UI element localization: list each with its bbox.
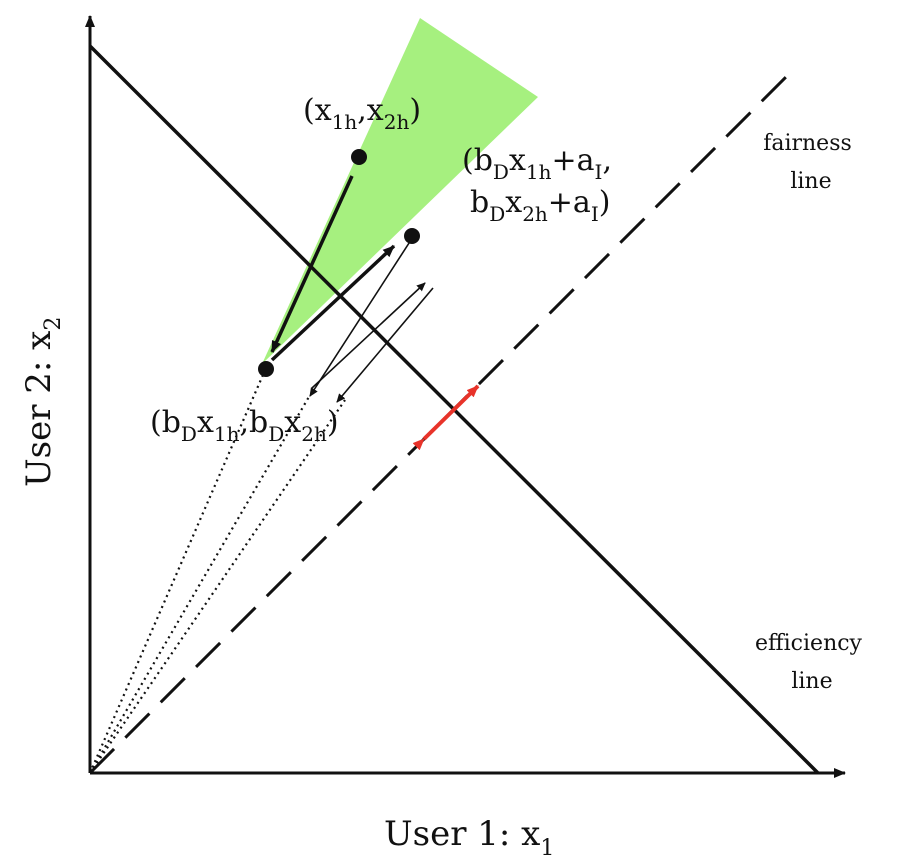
label-increase-point-line1: (bDx1h+aI, (462, 143, 612, 184)
dotted-ray-3 (89, 399, 346, 774)
dotted-ray-1 (88, 367, 268, 774)
thin-arrow-3 (336, 287, 434, 403)
y-axis-label: User 2: x2 (19, 317, 66, 487)
thin-arrow-2 (311, 282, 426, 389)
x-axis-label: User 1: x1 (384, 814, 554, 861)
fairness-line-label: fairness line (763, 131, 859, 194)
point-decrease (258, 361, 274, 377)
decrease-arrow (270, 175, 354, 353)
point-start (351, 149, 367, 165)
point-increase (404, 228, 420, 244)
fairness-line (88, 68, 795, 775)
increase-arrow (270, 244, 396, 362)
improvement-region (262, 18, 538, 364)
efficiency-line-label: efficiency line (755, 631, 869, 694)
convergence-arrow (412, 384, 480, 451)
label-decrease-point: (bDx1h,bDx2h) (150, 405, 339, 446)
thin-arrow-1 (309, 239, 412, 397)
label-start-point: (x1h,x2h) (303, 93, 421, 134)
label-increase-point-line2: bDx2h+aI) (470, 185, 610, 226)
dotted-ray-2 (89, 394, 311, 774)
